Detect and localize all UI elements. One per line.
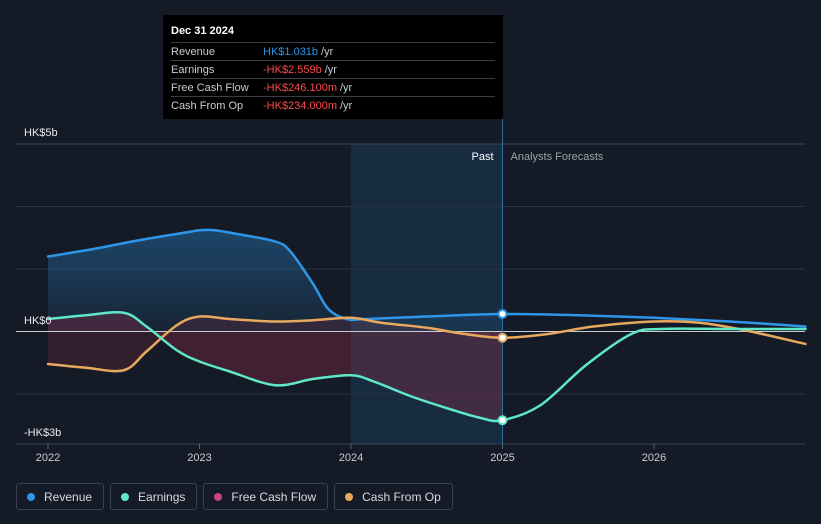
series-lines: [46, 228, 807, 423]
tooltip-row-free-cash-flow: Free Cash Flow -HK$246.100m /yr: [171, 78, 495, 96]
cash-from-op-marker: [497, 332, 508, 343]
legend-label: Cash From Op: [362, 489, 441, 504]
tooltip-value: -HK$2.559b: [263, 63, 322, 76]
tooltip-unit: /yr: [321, 45, 334, 58]
forecast-label: Analysts Forecasts: [511, 151, 604, 163]
x-tick-label: 2026: [642, 452, 666, 464]
tooltip-unit: /yr: [340, 99, 353, 112]
tooltip-unit: /yr: [340, 81, 353, 94]
earnings-marker: [497, 415, 508, 426]
past-label: Past: [471, 151, 493, 163]
cash-from-op-area: [48, 316, 503, 372]
series-markers: [497, 309, 508, 426]
legend-dot-icon: [121, 492, 130, 501]
legend-dot-icon: [27, 492, 35, 501]
revenue-area: [48, 229, 503, 332]
tooltip-value: HK$1.031b: [263, 45, 319, 58]
legend-item-cash-from-op[interactable]: Cash From Op: [334, 483, 453, 510]
tooltip-value: -HK$246.100m: [263, 81, 337, 94]
tooltip-label: Revenue: [171, 45, 216, 58]
x-tick-label: 2025: [490, 452, 514, 464]
y-axis-label: -HK$3b: [24, 427, 61, 439]
tooltip-row-earnings: Earnings -HK$2.559b /yr: [171, 60, 495, 78]
revenue-line: [46, 228, 807, 328]
y-axis-label: HK$0: [24, 315, 52, 327]
tooltip-date: Dec 31 2024: [171, 25, 234, 37]
earnings-line: [46, 310, 807, 423]
tooltip-row-revenue: Revenue HK$1.031b /yr: [171, 42, 495, 60]
x-tick-label: 2022: [36, 452, 60, 464]
legend-label: Earnings: [138, 489, 186, 504]
tooltip-label: Free Cash Flow: [171, 81, 249, 94]
legend-item-revenue[interactable]: Revenue: [16, 483, 105, 510]
legend-dot-icon: [345, 492, 354, 501]
x-axis-ticks: 2022 2023 2024 2025 2026: [36, 444, 666, 464]
legend-label: Revenue: [44, 489, 93, 504]
legend-label: Free Cash Flow: [231, 489, 317, 504]
tooltip-label: Cash From Op: [171, 99, 244, 112]
tooltip-row-cash-from-op: Cash From Op -HK$234.000m /yr: [171, 96, 495, 114]
tooltip-unit: /yr: [324, 63, 337, 76]
x-tick-label: 2023: [187, 452, 211, 464]
x-tick-label: 2024: [339, 452, 363, 464]
y-axis-label: HK$5b: [24, 127, 58, 139]
tooltip-label: Earnings: [171, 63, 215, 76]
legend-item-free-cash-flow[interactable]: Free Cash Flow: [203, 483, 329, 510]
cash-from-op-line: [46, 315, 807, 373]
legend: Revenue Earnings Free Cash Flow Cash Fro…: [16, 483, 453, 510]
series-areas: [48, 229, 503, 421]
tooltip-value: -HK$234.000m: [263, 99, 337, 112]
earnings-area: [48, 312, 503, 421]
y-axis-labels: HK$5b HK$0 -HK$3b: [24, 127, 61, 439]
legend-dot-icon: [214, 492, 223, 501]
legend-item-earnings[interactable]: Earnings: [110, 483, 198, 510]
tooltip: Dec 31 2024 Revenue HK$1.031b /yr Earnin…: [163, 15, 503, 119]
revenue-marker: [497, 309, 508, 319]
